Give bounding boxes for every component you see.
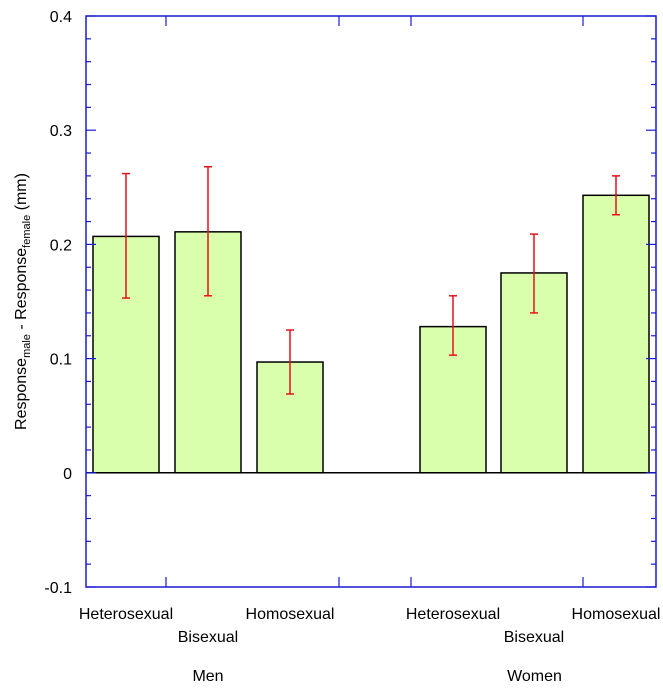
error-bar-men-homosexual bbox=[286, 329, 294, 395]
error-bar-women-bisexual bbox=[530, 233, 538, 314]
axes-layer bbox=[85, 15, 657, 588]
y-axis-label: Responsemale - Responsefemale (mm) bbox=[13, 173, 33, 430]
x-category-label: Homosexual bbox=[572, 606, 661, 623]
y-tick-label: -0.1 bbox=[44, 580, 72, 597]
error-bar-women-heterosexual bbox=[449, 295, 457, 356]
y-tick-label: 0.3 bbox=[50, 123, 72, 140]
y-tick-label: 0.2 bbox=[50, 237, 72, 254]
x-category-label: Heterosexual bbox=[79, 606, 173, 623]
x-category-label: Heterosexual bbox=[406, 606, 500, 623]
x-category-label: Bisexual bbox=[178, 629, 238, 646]
x-group-label: Men bbox=[192, 668, 223, 685]
y-axis-title: Responsemale - Responsefemale (mm) bbox=[13, 173, 33, 430]
error-bar-men-bisexual bbox=[204, 165, 212, 297]
x-category-label: Homosexual bbox=[246, 606, 335, 623]
bar-women-heterosexual bbox=[419, 325, 487, 474]
y-tick-label: 0.4 bbox=[50, 9, 72, 26]
labels-layer: -0.100.10.20.30.4HeterosexualBisexualHom… bbox=[44, 9, 660, 685]
bars-layer bbox=[92, 194, 650, 474]
error-bar-women-homosexual bbox=[612, 175, 620, 216]
plot-frame bbox=[85, 15, 657, 588]
y-tick-label: 0.1 bbox=[50, 352, 72, 369]
y-tick-label: 0 bbox=[63, 466, 72, 483]
x-group-label: Women bbox=[507, 668, 562, 685]
bar-women-homosexual bbox=[582, 194, 650, 474]
error-bar-men-heterosexual bbox=[122, 172, 130, 299]
error-bars-layer bbox=[122, 165, 620, 395]
x-category-label: Bisexual bbox=[504, 629, 564, 646]
